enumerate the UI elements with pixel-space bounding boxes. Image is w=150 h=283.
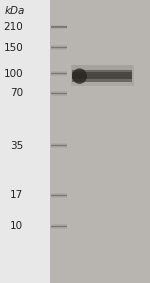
Bar (140, 0, 145, 283)
Bar (51, 226, 67, 227)
Bar (51, 25, 67, 26)
Bar (51, 72, 67, 73)
Bar (72, 70, 132, 82)
Bar (130, 0, 135, 283)
Bar (51, 47, 67, 48)
Bar (50, 0, 55, 283)
Bar (51, 46, 67, 47)
Text: 210: 210 (3, 22, 23, 32)
Bar (51, 73, 67, 74)
Text: 35: 35 (10, 141, 23, 151)
Bar (125, 0, 130, 283)
Text: 70: 70 (10, 88, 23, 98)
Bar (51, 28, 67, 29)
Bar (51, 26, 67, 27)
Bar (100, 0, 105, 283)
Bar (51, 226, 67, 227)
Bar (75, 0, 80, 283)
Bar (51, 225, 67, 226)
Bar (70, 65, 134, 86)
Bar (51, 92, 67, 93)
Bar (51, 143, 67, 144)
Bar (145, 0, 150, 283)
Bar (110, 0, 115, 283)
Bar (51, 93, 67, 94)
Bar (51, 144, 67, 145)
Bar (80, 0, 85, 283)
Bar (60, 0, 65, 283)
Bar (51, 146, 67, 147)
Bar (51, 93, 67, 94)
Bar (51, 45, 67, 46)
Bar (51, 27, 67, 28)
Text: 17: 17 (10, 190, 23, 200)
Bar (65, 0, 70, 283)
Bar (51, 95, 67, 96)
Bar (120, 0, 125, 283)
Bar (51, 94, 67, 95)
Bar (51, 224, 67, 225)
Bar (72, 72, 132, 79)
Bar (50, 0, 150, 283)
Bar (51, 147, 67, 148)
Ellipse shape (72, 68, 87, 84)
Bar (51, 228, 67, 229)
Bar (51, 145, 67, 146)
Bar (51, 196, 67, 197)
Bar (95, 0, 100, 283)
Text: 10: 10 (10, 221, 23, 231)
Bar (51, 195, 67, 196)
Bar (51, 193, 67, 194)
Bar (105, 0, 110, 283)
Bar (85, 0, 90, 283)
Bar (51, 75, 67, 76)
Bar (90, 0, 95, 283)
Bar (51, 91, 67, 92)
Bar (51, 195, 67, 196)
Bar (51, 71, 67, 72)
Bar (55, 0, 60, 283)
Bar (51, 197, 67, 198)
Bar (51, 145, 67, 146)
Bar (51, 74, 67, 75)
Bar (72, 65, 132, 70)
Bar (135, 0, 140, 283)
Bar (51, 194, 67, 195)
Bar (115, 0, 120, 283)
Bar (51, 26, 67, 27)
Bar (70, 0, 75, 283)
Bar (51, 49, 67, 50)
Text: 100: 100 (4, 68, 23, 79)
Text: 150: 150 (3, 42, 23, 53)
Bar (51, 227, 67, 228)
Bar (51, 73, 67, 74)
Text: kDa: kDa (5, 6, 25, 16)
Bar (51, 47, 67, 48)
Bar (51, 48, 67, 49)
